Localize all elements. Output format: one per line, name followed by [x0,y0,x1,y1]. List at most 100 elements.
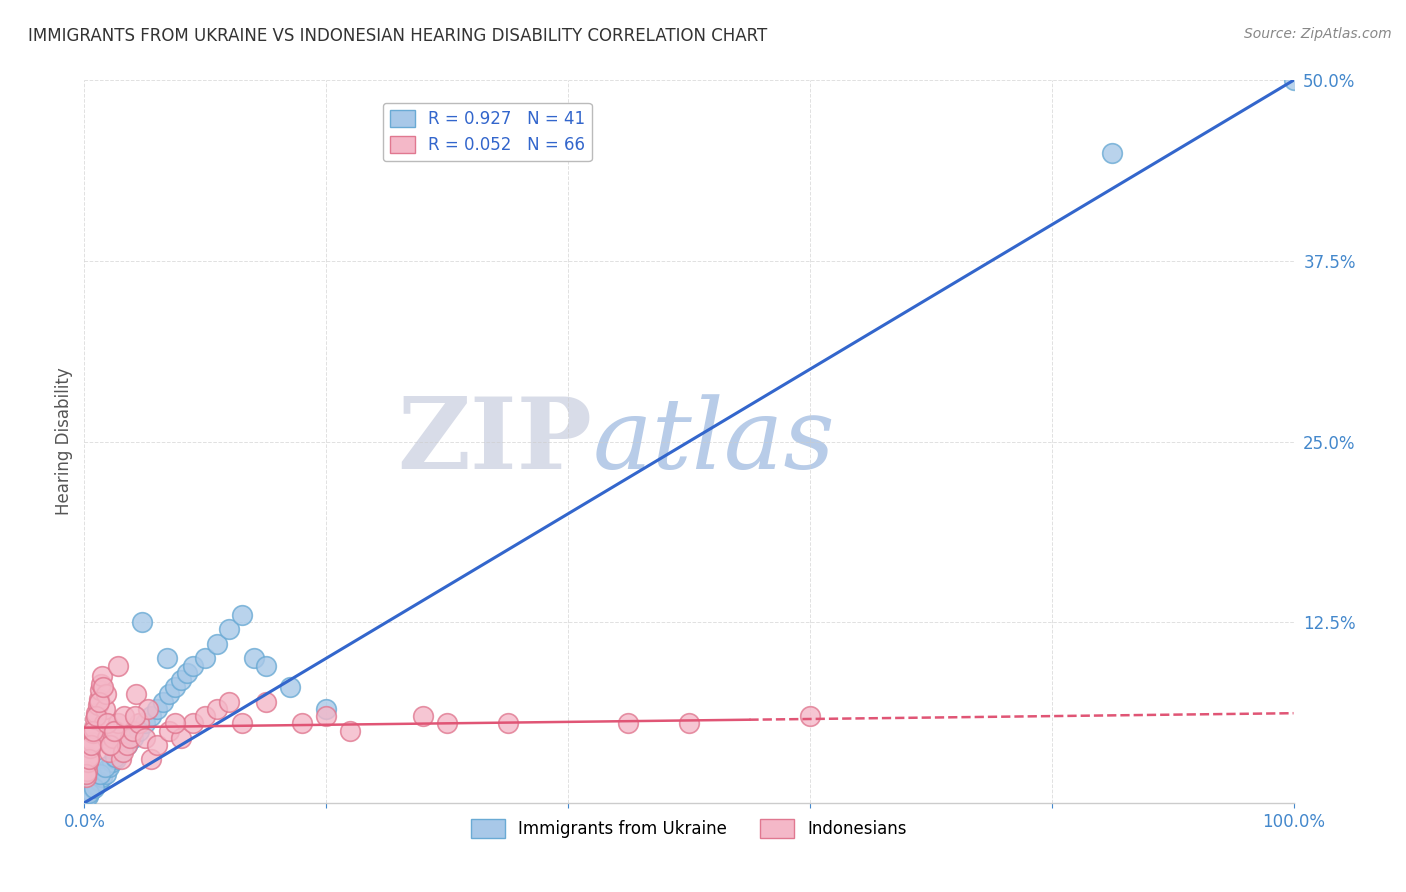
Point [91,770,114,784]
Point [121,723,143,738]
Point [242,651,264,665]
Point [103,723,125,738]
Point [98,738,121,752]
Point [86,698,108,712]
Point [412,709,434,723]
Point [89,683,111,698]
Point [84,712,107,726]
Point [181,716,204,731]
Point [104,749,127,764]
Point [146,702,169,716]
Point [96,731,118,745]
Point [291,716,314,731]
Point [207,702,229,716]
Point [254,695,277,709]
Point [87,774,110,789]
Point [678,716,700,731]
Point [315,702,337,716]
Point [93,716,115,731]
Point [131,615,153,630]
Point [97,745,120,759]
Point [278,680,301,694]
Point [339,723,361,738]
Point [80,738,103,752]
Point [170,673,193,687]
Point [134,716,156,731]
Point [84,709,107,723]
Point [103,731,125,745]
Point [89,695,111,709]
Point [170,731,193,745]
Point [77,749,100,764]
Point [115,738,138,752]
Text: IMMIGRANTS FROM UKRAINE VS INDONESIAN HEARING DISABILITY CORRELATION CHART: IMMIGRANTS FROM UKRAINE VS INDONESIAN HE… [28,27,768,45]
Point [80,735,103,749]
Point [139,752,162,766]
Point [157,723,180,738]
Point [75,770,97,784]
Point [436,716,458,731]
Point [94,767,117,781]
Point [83,721,105,735]
Text: atlas: atlas [592,394,835,489]
Point [86,706,108,721]
Point [94,687,117,701]
Point [139,709,162,723]
Point [104,723,127,738]
Point [110,745,132,759]
Point [112,740,135,755]
Point [83,781,105,796]
Point [617,716,640,731]
Point [100,738,122,752]
Point [231,607,253,622]
Point [1282,73,1305,87]
Point [82,723,104,738]
Point [218,695,240,709]
Point [82,726,104,740]
Point [194,709,217,723]
Point [181,658,204,673]
Point [231,716,253,731]
Point [104,752,127,766]
Point [121,731,143,745]
Point [90,677,112,691]
Point [315,709,337,723]
Point [91,668,114,682]
Point [77,752,100,766]
Point [79,784,101,798]
Point [496,716,519,731]
Legend: Immigrants from Ukraine, Indonesians: Immigrants from Ukraine, Indonesians [465,813,912,845]
Point [97,760,120,774]
Point [107,658,129,673]
Point [136,702,159,716]
Point [799,709,821,723]
Point [124,709,146,723]
Point [218,623,240,637]
Point [77,789,100,803]
Point [128,723,150,738]
Point [101,756,124,770]
Point [89,767,111,781]
Point [112,745,135,759]
Y-axis label: Hearing Disability: Hearing Disability [55,368,73,516]
Point [115,738,138,752]
Point [165,716,187,731]
Point [194,651,217,665]
Point [157,687,180,701]
Point [94,702,117,716]
Point [254,658,277,673]
Point [77,756,100,770]
Point [82,781,104,796]
Point [75,767,97,781]
Point [77,786,100,800]
Point [176,665,198,680]
Point [94,760,117,774]
Point [120,731,142,745]
Point [152,695,174,709]
Point [86,779,108,793]
Point [112,709,135,723]
Point [207,637,229,651]
Point [96,716,118,731]
Point [128,716,150,731]
Text: ZIP: ZIP [398,393,592,490]
